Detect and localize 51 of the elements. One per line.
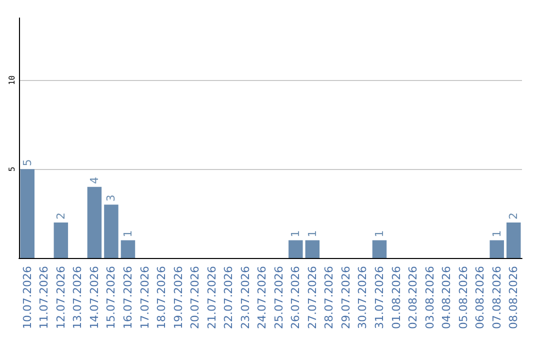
bar — [288, 240, 303, 258]
bar — [506, 222, 521, 258]
data-label: 2 — [54, 212, 68, 220]
x-tick-label: 19.07.2026 — [172, 266, 185, 330]
bar — [490, 240, 504, 258]
x-tick-label: 07.08.2026 — [490, 266, 504, 330]
bar — [372, 240, 387, 258]
x-tick-label: 24.07.2026 — [256, 266, 269, 330]
bar — [54, 222, 68, 258]
x-tick-label: 10.07.2026 — [20, 266, 34, 330]
x-tick-label: 04.08.2026 — [440, 266, 454, 330]
x-tick-label: 30.07.2026 — [356, 266, 370, 330]
x-tick-label: 20.07.2026 — [188, 266, 202, 330]
x-tick-label: 27.07.2026 — [306, 266, 319, 330]
data-label: 1 — [490, 230, 504, 238]
bar — [305, 240, 320, 258]
data-label: 5 — [20, 159, 34, 166]
y-tick-label: 10 — [8, 75, 16, 86]
bar — [87, 186, 102, 258]
x-tick-label: 26.07.2026 — [289, 266, 302, 330]
x-tick-label: 02.08.2026 — [406, 266, 420, 330]
x-tick-label: 23.07.2026 — [238, 266, 252, 330]
x-tick-label: 18.07.2026 — [155, 266, 168, 330]
x-tick-label: 22.07.2026 — [222, 266, 236, 330]
data-label: 1 — [372, 230, 386, 238]
data-label: 3 — [104, 194, 118, 202]
x-tick-label: 12.07.2026 — [54, 266, 68, 330]
x-tick-label: 01.08.2026 — [390, 266, 403, 330]
x-tick-label: 15.07.2026 — [104, 266, 118, 330]
data-label: 1 — [121, 230, 134, 238]
x-tick-label: 29.07.2026 — [339, 266, 352, 330]
bar — [104, 204, 118, 258]
x-tick-label: 14.07.2026 — [88, 266, 101, 330]
data-label: 2 — [507, 212, 520, 220]
data-label: 1 — [289, 230, 302, 238]
x-tick-label: 31.07.2026 — [372, 266, 386, 330]
x-tick-label: 13.07.2026 — [71, 266, 84, 330]
x-tick-label: 11.07.2026 — [38, 266, 51, 330]
x-tick-label: 17.07.2026 — [138, 266, 152, 330]
x-tick-label: 03.08.2026 — [423, 266, 436, 330]
bar — [20, 169, 35, 258]
x-tick-label: 21.07.2026 — [205, 266, 218, 330]
bar — [120, 240, 136, 258]
data-label: 1 — [306, 230, 319, 238]
x-tick-label: 05.08.2026 — [456, 266, 470, 330]
x-tick-label: 28.07.2026 — [322, 266, 336, 330]
x-tick-label: 06.08.2026 — [474, 266, 487, 330]
x-tick-label: 25.07.2026 — [272, 266, 286, 330]
data-label: 4 — [88, 176, 101, 184]
x-tick-label: 08.08.2026 — [507, 266, 520, 330]
x-tick-label: 16.07.2026 — [121, 266, 134, 330]
